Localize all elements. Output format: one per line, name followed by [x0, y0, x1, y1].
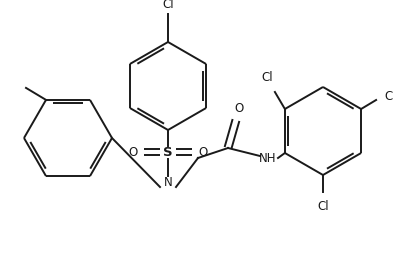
- Text: O: O: [198, 145, 207, 158]
- Text: Cl: Cl: [162, 0, 174, 11]
- Text: Cl: Cl: [384, 91, 393, 104]
- Text: O: O: [234, 102, 244, 115]
- Text: NH: NH: [259, 152, 277, 164]
- Text: Cl: Cl: [261, 71, 273, 84]
- Text: O: O: [129, 145, 138, 158]
- Text: Cl: Cl: [317, 200, 329, 213]
- Text: S: S: [163, 145, 173, 158]
- Text: N: N: [163, 176, 173, 189]
